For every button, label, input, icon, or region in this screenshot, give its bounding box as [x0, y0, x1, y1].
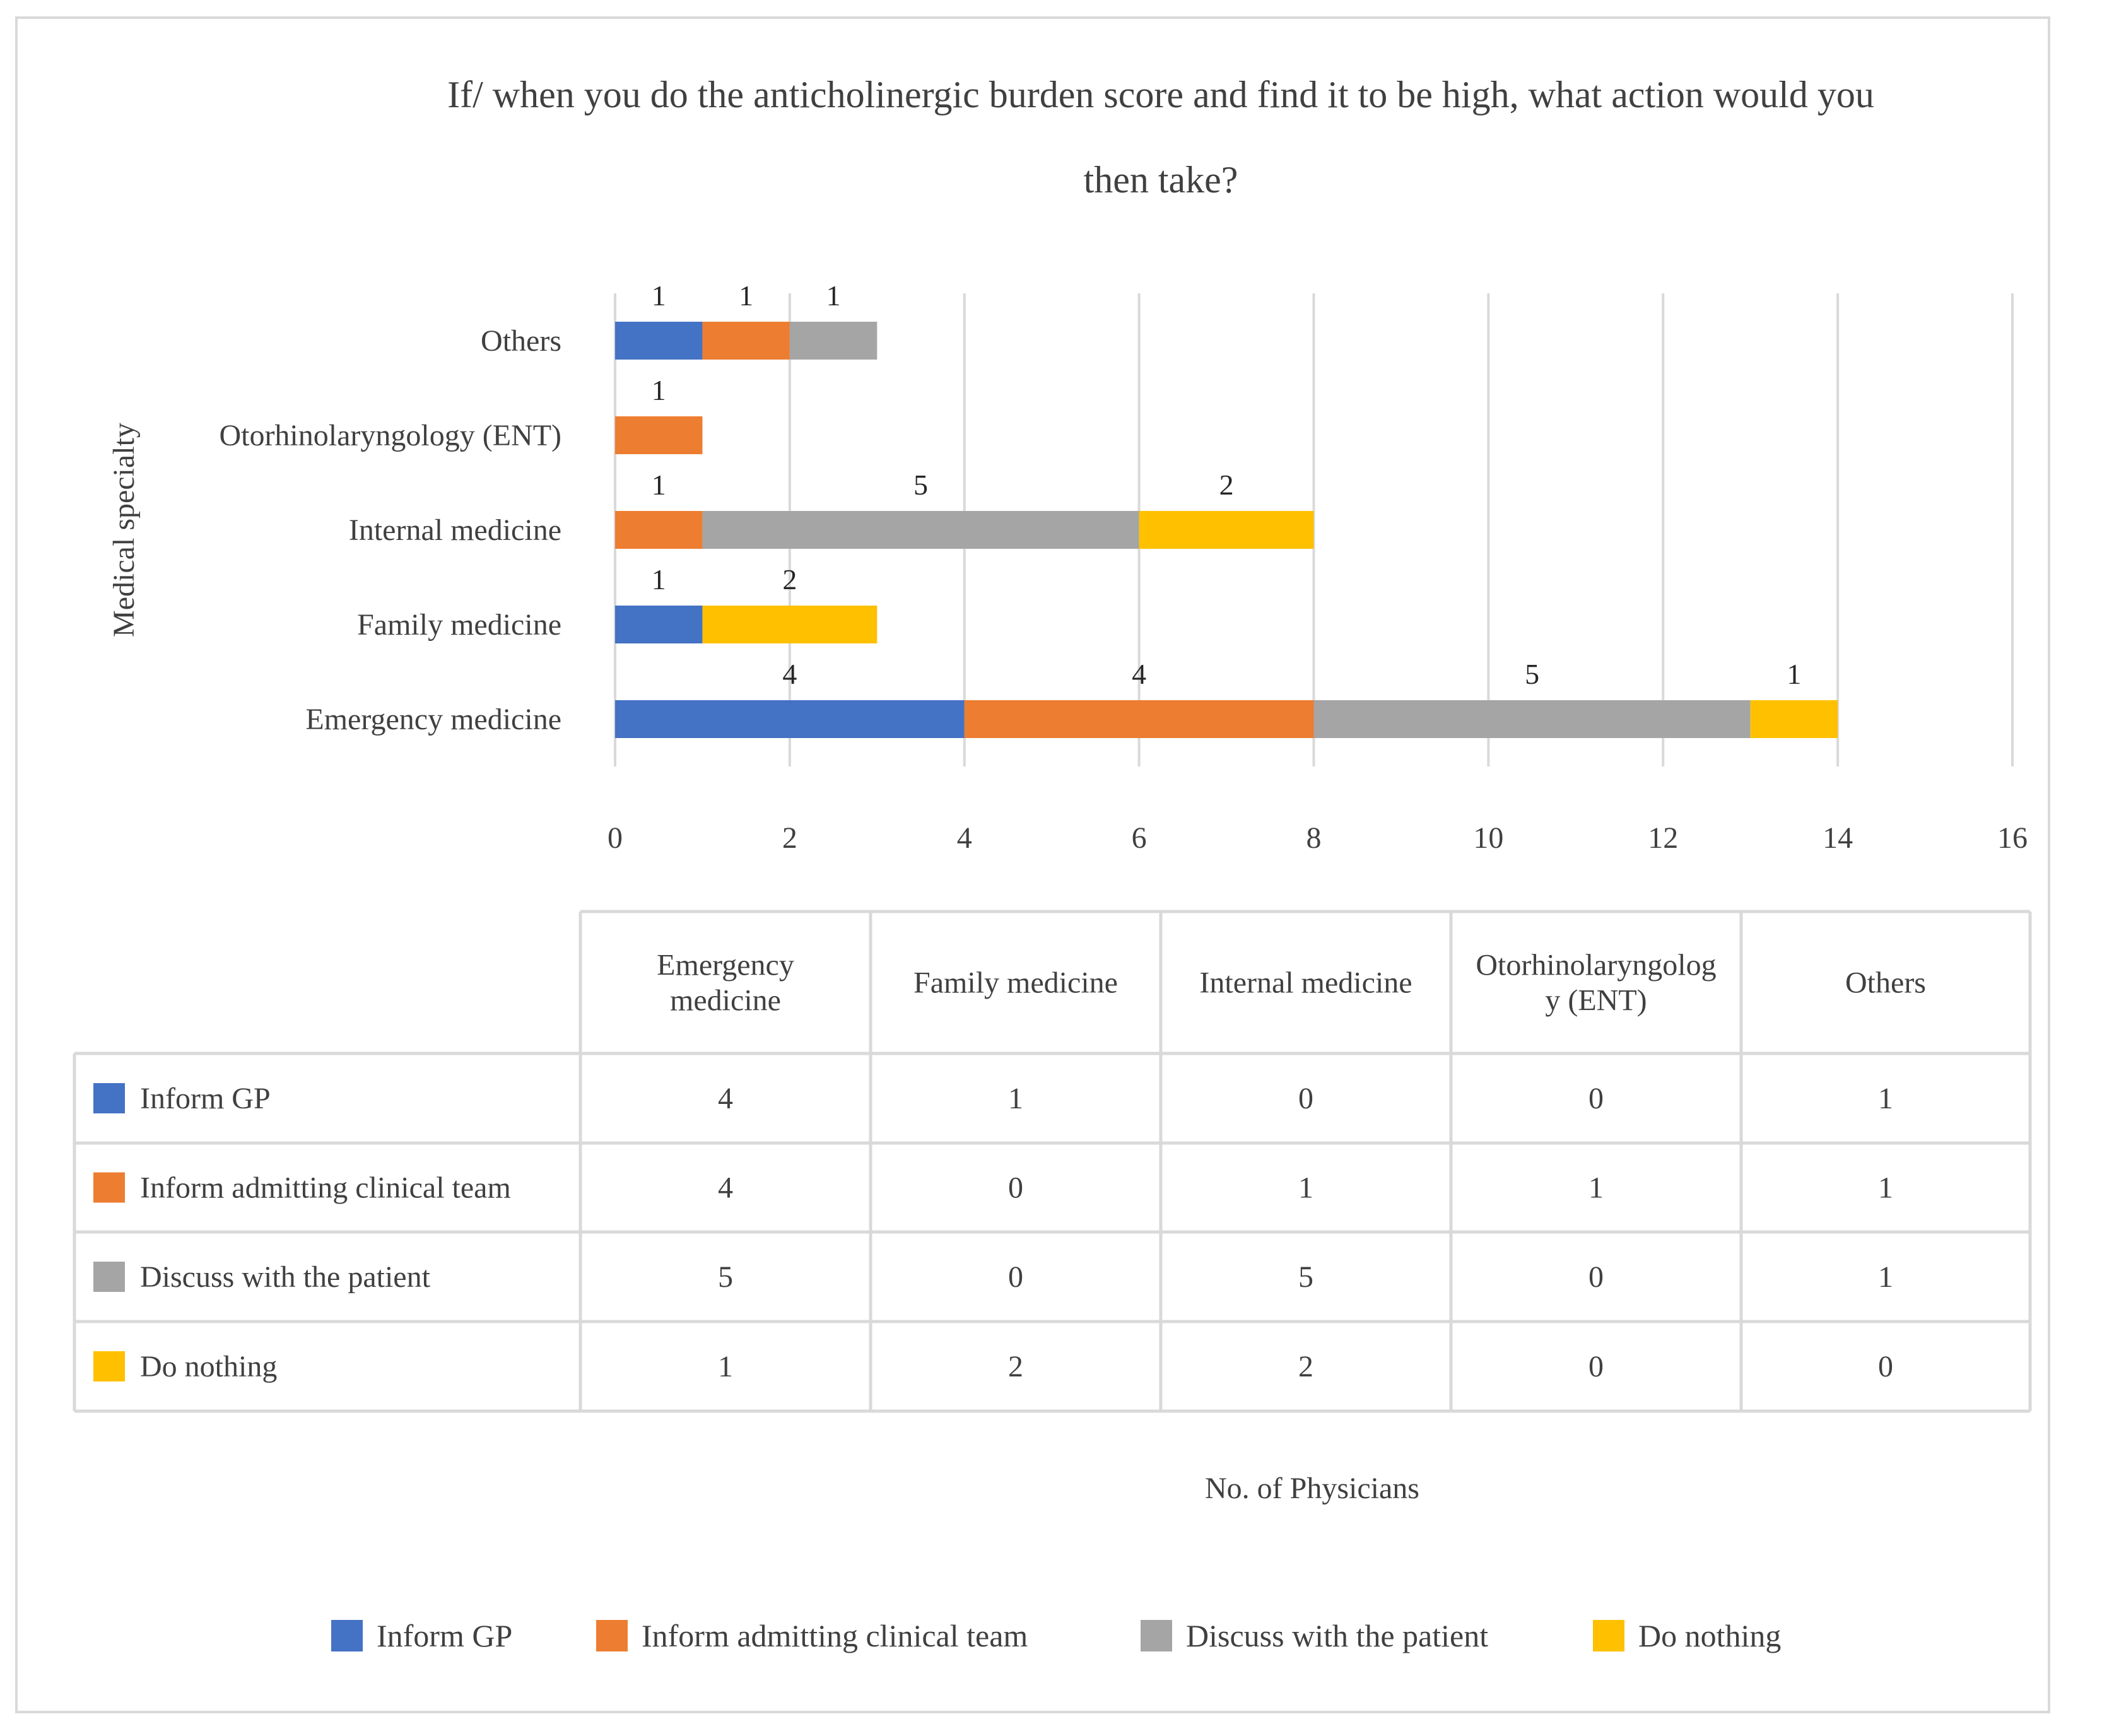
bar-inform-admitting-clinical-team: [615, 416, 703, 454]
table-header-cell: Others: [1845, 966, 1926, 1000]
x-tick-label: 0: [608, 821, 623, 855]
x-axis-title: No. of Physicians: [1205, 1472, 1419, 1505]
table-cell: 0: [1588, 1260, 1604, 1294]
table-cell: 4: [718, 1171, 733, 1205]
legend-swatch-inform-admitting-clinical-team: [596, 1620, 628, 1651]
chart-title-line: If/ when you do the anticholinergic burd…: [447, 74, 1874, 115]
bar-do-nothing: [1750, 700, 1838, 738]
data-label: 1: [652, 563, 666, 595]
legend-swatch-do-nothing: [1593, 1620, 1624, 1651]
table-row-header: Inform GP: [140, 1082, 271, 1115]
data-label: 4: [1132, 658, 1146, 690]
x-tick-label: 6: [1132, 821, 1147, 855]
bar-inform-gp: [615, 606, 703, 643]
data-label: 1: [739, 279, 753, 312]
bar-do-nothing: [702, 606, 878, 643]
table-legend-key: [93, 1083, 125, 1113]
bar-inform-gp: [615, 700, 965, 738]
table-cell: 0: [1878, 1350, 1893, 1383]
legend-label: Inform GP: [377, 1618, 512, 1653]
bar-discuss-with-the-patient: [789, 322, 878, 360]
chart-title-line: then take?: [1084, 159, 1238, 201]
table-cell: 2: [1008, 1350, 1023, 1383]
table-header-cell: Emergency: [657, 949, 794, 982]
legend-label: Do nothing: [1638, 1618, 1781, 1653]
table-cell: 0: [1298, 1082, 1313, 1115]
table-row-header: Discuss with the patient: [140, 1260, 431, 1294]
category-label: Otorhinolaryngology (ENT): [219, 419, 561, 452]
bar-discuss-with-the-patient: [702, 511, 1139, 549]
data-label: 1: [652, 469, 666, 501]
category-label: Emergency medicine: [305, 703, 561, 736]
data-label: 5: [913, 469, 928, 501]
table-cell: 0: [1588, 1082, 1604, 1115]
x-tick-label: 14: [1823, 821, 1853, 855]
bar-inform-admitting-clinical-team: [964, 700, 1314, 738]
y-axis-title: Medical specialty: [107, 423, 141, 637]
x-tick-label: 16: [1997, 821, 2028, 855]
x-tick-label: 4: [957, 821, 972, 855]
data-label: 1: [826, 279, 841, 312]
data-label: 4: [782, 658, 797, 690]
table-header-cell: Otorhinolaryngolog: [1476, 949, 1716, 982]
table-legend-key: [93, 1172, 125, 1203]
data-label: 2: [1219, 469, 1234, 501]
data-label: 1: [1787, 658, 1801, 690]
table-cell: 5: [718, 1260, 733, 1294]
x-tick-label: 2: [782, 821, 797, 855]
category-label: Internal medicine: [349, 513, 561, 547]
chart-frame: [15, 16, 2050, 1713]
legend-label: Inform admitting clinical team: [642, 1618, 1028, 1653]
table-cell: 0: [1588, 1350, 1604, 1383]
table-cell: 1: [718, 1350, 733, 1383]
x-tick-label: 12: [1648, 821, 1678, 855]
category-label: Family medicine: [357, 608, 561, 642]
table-cell: 1: [1878, 1171, 1893, 1205]
table-row-header: Do nothing: [140, 1350, 277, 1383]
table-cell: 5: [1298, 1260, 1313, 1294]
data-label: 1: [652, 374, 666, 406]
table-cell: 1: [1878, 1260, 1893, 1294]
legend-swatch-inform-gp: [331, 1620, 363, 1651]
table-cell: 4: [718, 1082, 733, 1115]
table-row-header: Inform admitting clinical team: [140, 1171, 511, 1205]
table-cell: 1: [1588, 1171, 1604, 1205]
data-label: 5: [1525, 658, 1539, 690]
table-cell: 1: [1878, 1082, 1893, 1115]
table-header-cell: Internal medicine: [1199, 966, 1412, 1000]
x-tick-label: 10: [1473, 821, 1503, 855]
table-legend-key: [93, 1351, 125, 1381]
table-header-cell: medicine: [670, 984, 781, 1018]
data-label: 2: [782, 563, 797, 595]
x-tick-label: 8: [1306, 821, 1322, 855]
bar-discuss-with-the-patient: [1313, 700, 1751, 738]
table-header-cell: Family medicine: [913, 966, 1118, 1000]
table-cell: 1: [1298, 1171, 1313, 1205]
bar-do-nothing: [1139, 511, 1314, 549]
table-cell: 1: [1008, 1082, 1023, 1115]
table-header-cell: y (ENT): [1545, 984, 1647, 1018]
category-label: Others: [481, 324, 561, 358]
bar-inform-admitting-clinical-team: [615, 511, 703, 549]
table-cell: 0: [1008, 1260, 1023, 1294]
table-legend-key: [93, 1262, 125, 1292]
bar-inform-admitting-clinical-team: [702, 322, 790, 360]
bar-inform-gp: [615, 322, 703, 360]
data-label: 1: [652, 279, 666, 312]
legend-swatch-discuss-with-the-patient: [1141, 1620, 1172, 1651]
table-cell: 2: [1298, 1350, 1313, 1383]
legend-label: Discuss with the patient: [1186, 1618, 1488, 1653]
table-cell: 0: [1008, 1171, 1023, 1205]
